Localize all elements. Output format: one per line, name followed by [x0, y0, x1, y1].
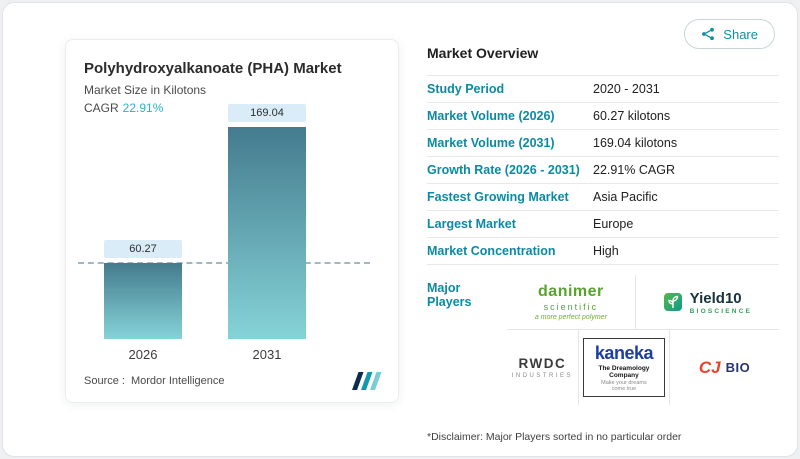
- market-overview-section: Market Overview Study Period 2020 - 2031…: [427, 45, 779, 443]
- major-players-logo-grid: danimer scientific a more perfect polyme…: [507, 275, 779, 405]
- dashed-reference-line: [78, 262, 370, 264]
- bar-value-label-2031: 169.04: [228, 104, 306, 122]
- cagr-label: CAGR: [84, 101, 119, 115]
- source-row: Source : Mordor Intelligence: [84, 372, 382, 390]
- cagr-value: 22.91%: [122, 101, 164, 115]
- row-value: High: [593, 244, 619, 258]
- source-label: Source :: [84, 375, 125, 387]
- mordor-intelligence-logo: [352, 372, 382, 390]
- cj-mark: CJ: [698, 357, 721, 377]
- yield10-bioscience-logo: Yield10 BIOSCIENCE: [634, 275, 779, 329]
- market-overview-heading: Market Overview: [427, 45, 539, 61]
- overview-table: Study Period 2020 - 2031 Market Volume (…: [427, 75, 779, 265]
- rwdc-name: RWDC: [518, 356, 567, 371]
- disclaimer-text: *Disclaimer: Major Players sorted in no …: [427, 431, 682, 443]
- row-label: Market Concentration: [427, 244, 556, 258]
- rwdc-industries-logo: RWDC INDUSTRIES: [507, 330, 578, 405]
- row-value: 169.04 kilotons: [593, 136, 678, 150]
- yield10-leaf-icon: [663, 292, 683, 312]
- row-label: Market Volume (2026): [427, 109, 555, 123]
- source-value: Mordor Intelligence: [130, 375, 225, 387]
- chart-subtitle: Market Size in Kilotons: [84, 83, 207, 97]
- bar-group-2031: 169.04: [228, 104, 306, 339]
- rwdc-sub: INDUSTRIES: [511, 373, 574, 379]
- x-tick-2026: 2026: [128, 347, 158, 362]
- danimer-tagline: a more perfect polymer: [534, 314, 607, 321]
- chart-title: Polyhydroxyalkanoate (PHA) Market: [84, 60, 342, 77]
- share-icon: [701, 27, 715, 41]
- row-value: Europe: [593, 217, 634, 231]
- row-label: Fastest Growing Market: [427, 190, 569, 204]
- bar-2031: [228, 127, 306, 339]
- yield10-name: Yield10: [689, 289, 742, 307]
- row-label: Market Volume (2031): [427, 136, 555, 150]
- table-row: Market Volume (2026) 60.27 kilotons: [427, 103, 779, 130]
- yield10-sub: BIOSCIENCE: [689, 307, 753, 315]
- table-row: Study Period 2020 - 2031: [427, 76, 779, 103]
- x-axis-labels: 2026 2031: [84, 347, 380, 362]
- table-row: Fastest Growing Market Asia Pacific: [427, 184, 779, 211]
- row-label: Growth Rate (2026 - 2031): [427, 163, 580, 177]
- kaneka-sub: The Dreamology Company: [598, 365, 650, 379]
- source-text: Source : Mordor Intelligence: [84, 375, 225, 387]
- danimer-scientific-logo: danimer scientific a more perfect polyme…: [507, 275, 635, 329]
- cj-bio-logo: CJ BIO: [670, 330, 779, 405]
- row-label: Study Period: [427, 82, 505, 96]
- table-row: Market Volume (2031) 169.04 kilotons: [427, 130, 779, 157]
- table-row: Market Concentration High: [427, 238, 779, 265]
- table-row: Growth Rate (2026 - 2031) 22.91% CAGR: [427, 157, 779, 184]
- kaneka-tagline: Make your dreams come true: [601, 380, 647, 392]
- cj-bio-text: BIO: [725, 360, 751, 375]
- table-row: Largest Market Europe: [427, 211, 779, 238]
- major-players-label: Major Players: [427, 281, 472, 309]
- market-size-chart-panel: Polyhydroxyalkanoate (PHA) Market Market…: [65, 39, 399, 403]
- x-tick-2031: 2031: [252, 347, 282, 362]
- bar-chart: 60.27 169.04: [78, 104, 380, 339]
- danimer-name: danimer: [538, 283, 604, 300]
- share-button[interactable]: Share: [684, 19, 775, 49]
- row-label: Largest Market: [427, 217, 516, 231]
- major-players-section: Major Players danimer scientific a more …: [427, 275, 779, 405]
- row-value: 60.27 kilotons: [593, 109, 671, 123]
- row-value: Asia Pacific: [593, 190, 658, 204]
- kaneka-logo: kaneka The Dreamology Company Make your …: [577, 330, 671, 405]
- row-value: 2020 - 2031: [593, 82, 660, 96]
- row-value: 22.91% CAGR: [593, 163, 675, 177]
- bar-2026: [104, 263, 182, 339]
- danimer-sub: scientific: [543, 302, 599, 312]
- kaneka-name: kaneka: [594, 343, 654, 363]
- bar-group-2026: 60.27: [104, 240, 182, 339]
- bar-value-label-2026: 60.27: [104, 240, 182, 258]
- cagr-line: CAGR 22.91%: [84, 101, 380, 115]
- share-button-label: Share: [723, 26, 758, 42]
